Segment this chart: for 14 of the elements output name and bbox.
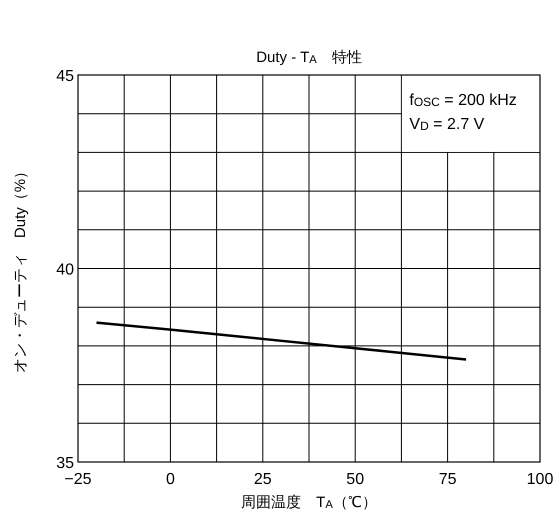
x-tick-label: 0 [166,471,175,488]
x-tick-label: 50 [346,471,364,488]
y-tick-label: 35 [56,455,74,472]
x-tick-label: 75 [438,471,457,488]
x-tick-label: 100 [526,471,554,488]
y-axis-title: オン・デューティ Duty（%） [12,164,29,374]
x-tick-label: 25 [254,471,272,488]
annotation: V$_{D}$ = 2.7 V [409,116,485,134]
annotation: f$_{OSC}$ = 200 kHz [409,92,517,110]
x-tick-label: −25 [64,471,92,488]
y-tick-label: 40 [56,262,74,278]
x-axis-title: 周囲温度 T$_{A}$（℃） [241,494,377,512]
chart-title: Duty - T$_{A}$ 特性 [256,49,362,66]
y-tick-label: 45 [56,68,74,85]
